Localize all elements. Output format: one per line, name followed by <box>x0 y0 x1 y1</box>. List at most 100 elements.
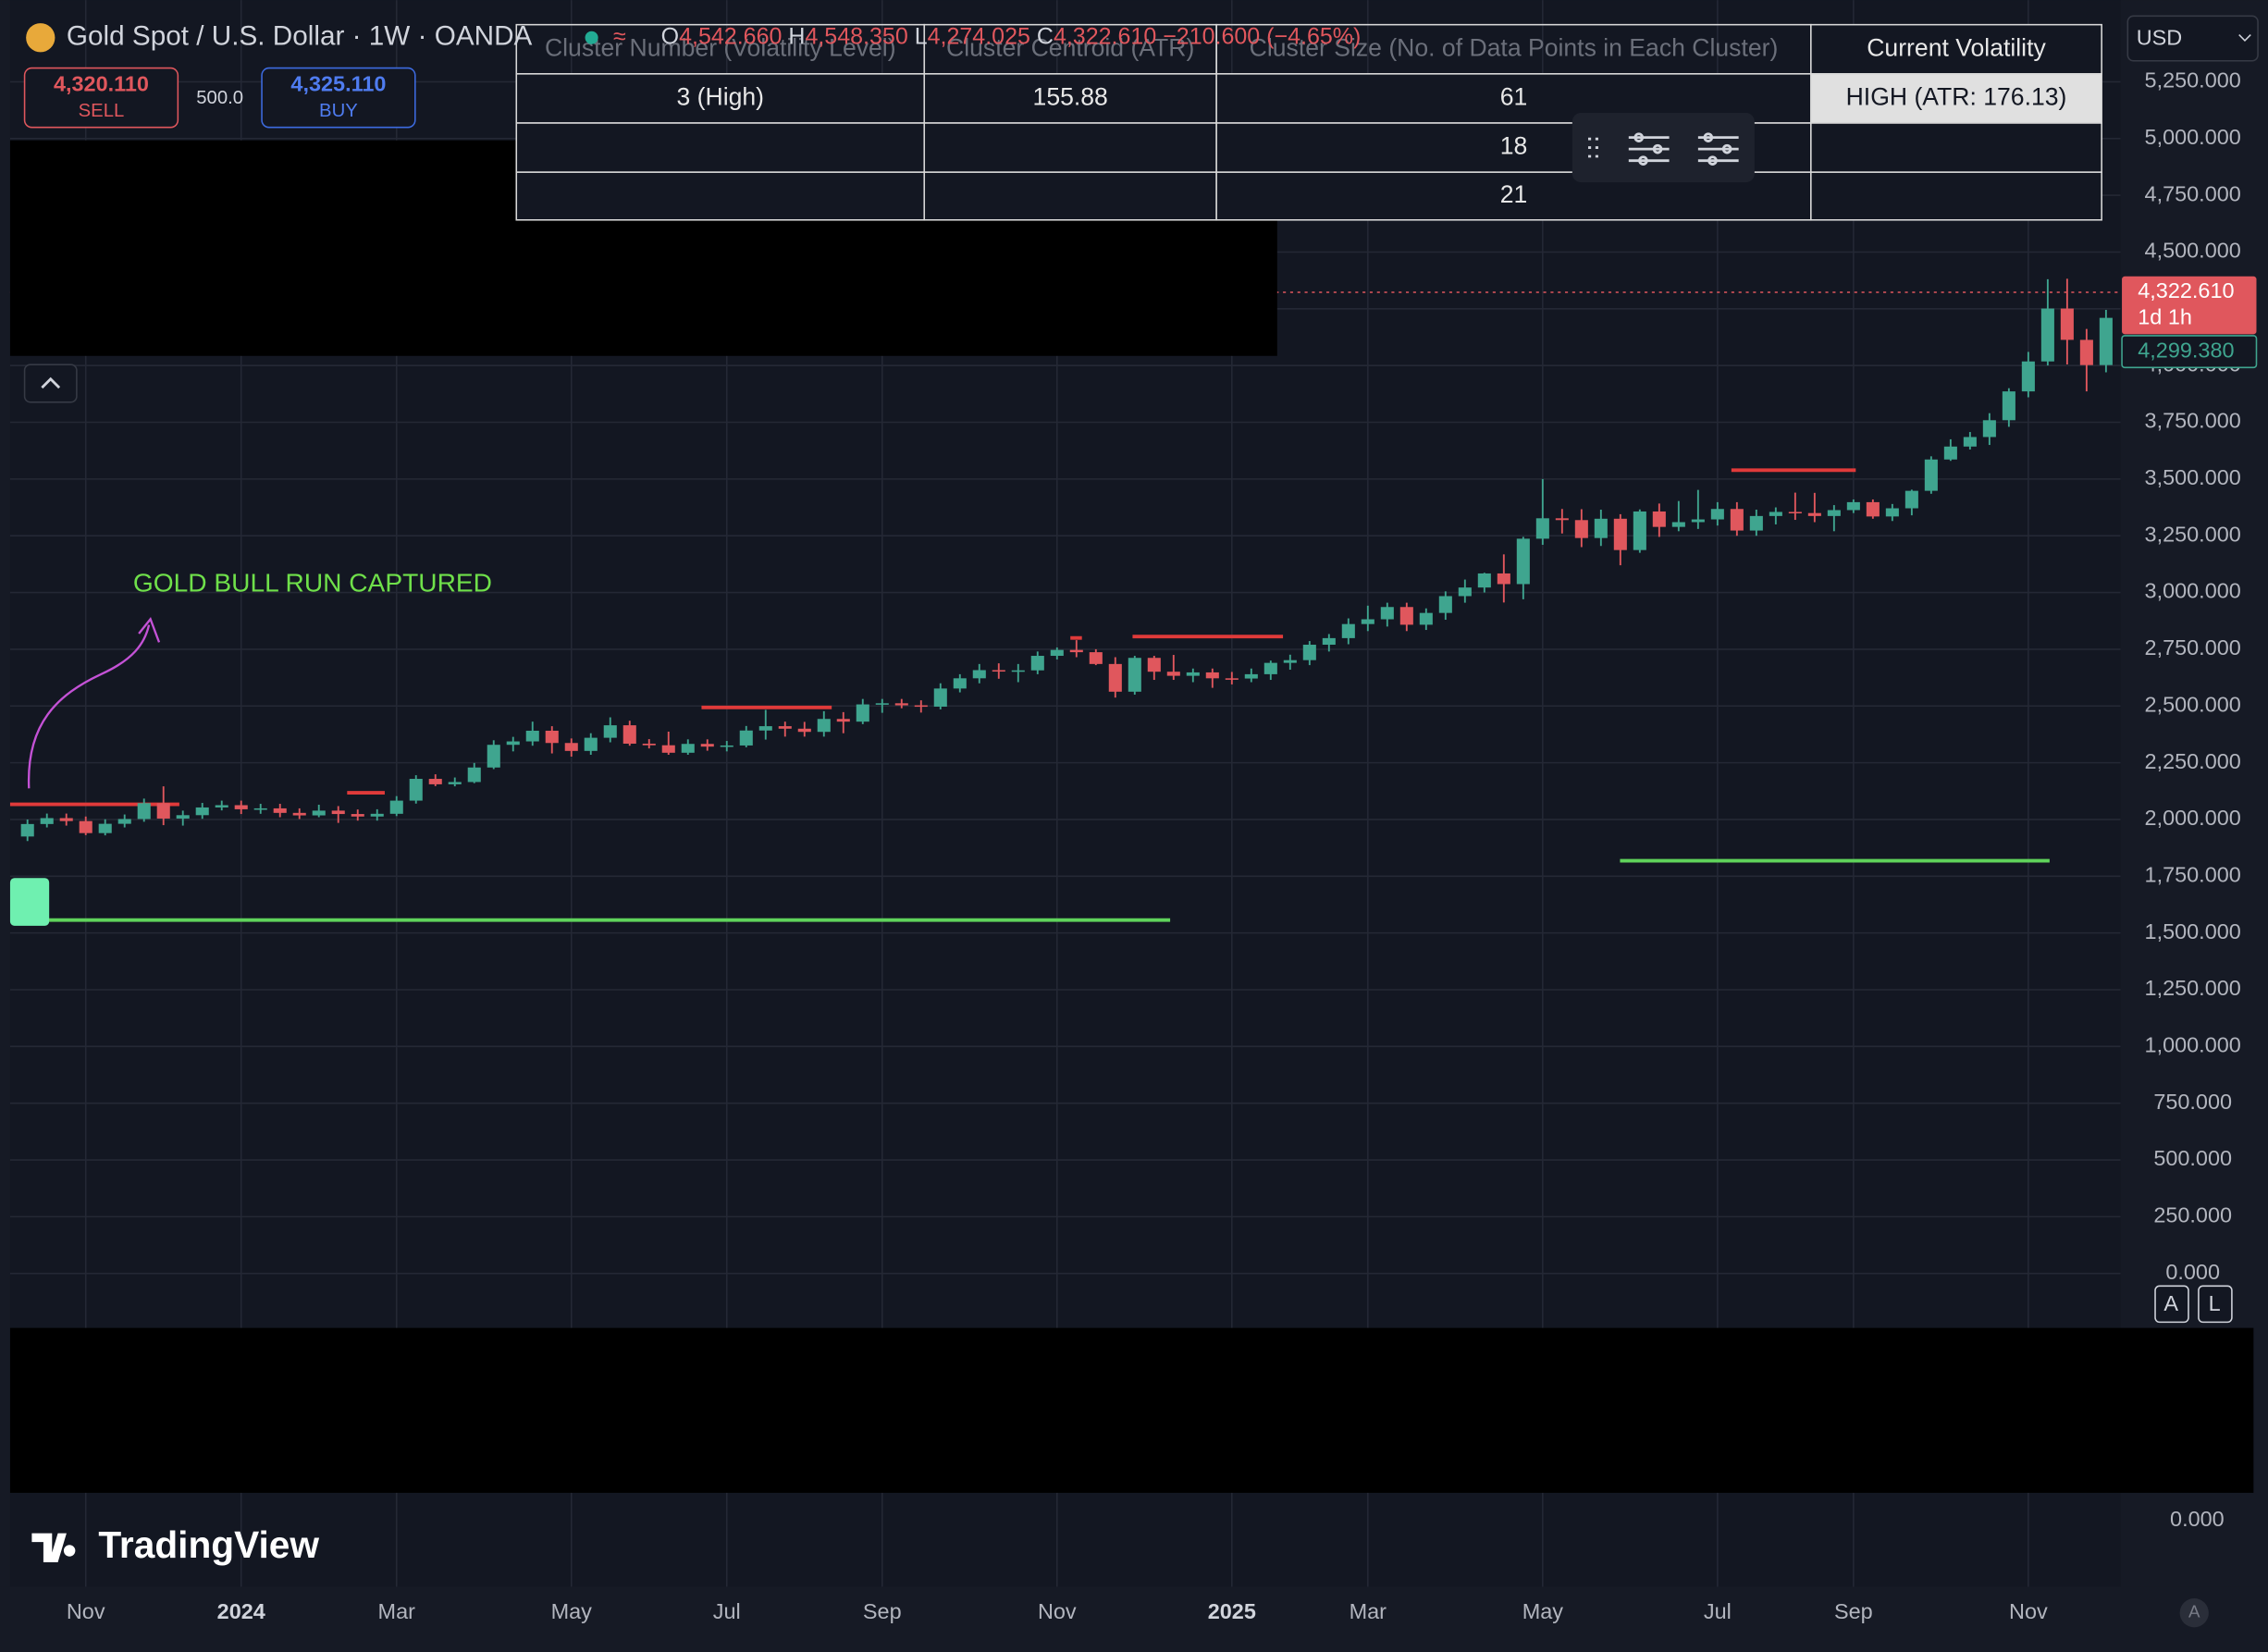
candle-body <box>117 819 131 824</box>
corner: A <box>2188 1602 2200 1621</box>
sell-button[interactable] <box>23 67 179 129</box>
candle-body <box>817 719 831 733</box>
candle-body <box>156 803 170 819</box>
x-tick-label: May <box>551 1599 593 1623</box>
candle-body <box>525 731 539 742</box>
candle-body <box>59 818 73 821</box>
brand-logo <box>31 1533 76 1562</box>
table-cell <box>1810 122 2102 173</box>
x-tick-label: Mar <box>378 1599 416 1623</box>
candle-body <box>894 703 908 706</box>
candle-body <box>1866 501 1880 517</box>
collapse-button[interactable] <box>23 364 78 403</box>
sell-price: 4,320.110 <box>54 72 149 96</box>
table-cell-text: 155.88 <box>1033 82 1108 110</box>
candle-body <box>1574 520 1588 538</box>
y-tick-label: 2,500.000 <box>2145 692 2241 716</box>
currency-select[interactable] <box>2126 15 2259 62</box>
candle-body <box>953 678 967 689</box>
y-tick-label: 5,000.000 <box>2145 125 2241 149</box>
candle-body <box>1283 660 1297 663</box>
candle-body <box>875 703 889 705</box>
countdown: 1d 1h <box>2138 304 2192 328</box>
lower-pane-tick: 0.000 <box>2170 1507 2225 1531</box>
x-tick-label: 2025 <box>1208 1599 1256 1623</box>
candle-body <box>700 744 714 747</box>
ohlc-value: 4,274.025 <box>928 23 1030 49</box>
spread: 500.0 <box>196 88 243 108</box>
y-tick-label: 4,500.000 <box>2145 239 2241 263</box>
candle-body <box>487 745 500 768</box>
x-tick-label: 2024 <box>217 1599 265 1623</box>
candle-body <box>1147 658 1161 672</box>
log-scale-button[interactable] <box>2198 1285 2233 1324</box>
candle-body <box>1963 437 1977 447</box>
y-tick-label: 3,500.000 <box>2145 465 2241 489</box>
table-cell-text: 3 (High) <box>676 82 764 110</box>
buy-price: 4,325.110 <box>290 72 386 96</box>
candle-body <box>331 810 345 815</box>
sell-label: SELL <box>79 101 125 121</box>
log-scale: L <box>2209 1291 2221 1315</box>
y-tick-label: 1,000.000 <box>2145 1033 2241 1057</box>
candle-body <box>1322 637 1336 645</box>
candle-body <box>1691 519 1705 523</box>
table-header: Cluster Centroid (ATR) <box>946 33 1194 61</box>
candle-body <box>1769 512 1782 516</box>
candle-body <box>79 820 92 833</box>
price-label: 4,299.380 <box>2138 338 2234 362</box>
y-tick-label: 0.000 <box>2165 1260 2220 1284</box>
arrow <box>28 617 161 789</box>
corner-button[interactable] <box>2179 1598 2209 1628</box>
candle-body <box>195 807 209 816</box>
candle-body <box>351 814 364 817</box>
table-header: Cluster Number (Volatility Level) <box>545 33 896 61</box>
y-tick-label: 1,750.000 <box>2145 862 2241 886</box>
symbol: Gold Spot / U.S. Dollar · 1W · OANDA <box>67 21 533 52</box>
candle-body <box>914 705 928 708</box>
ohlc-key: L <box>915 23 928 49</box>
table-cell <box>923 171 1217 221</box>
price-box <box>2121 335 2258 369</box>
candle-body <box>1244 673 1258 679</box>
candle-body <box>1128 658 1141 692</box>
candle-body <box>739 730 753 746</box>
auto-scale-button[interactable] <box>2154 1285 2189 1324</box>
candle-body <box>1419 612 1433 625</box>
table-cell <box>1810 171 2102 221</box>
table-cell <box>515 122 926 173</box>
table: Cluster Number (Volatility Level) Cluster… <box>515 23 2102 221</box>
candle-body <box>1555 518 1569 521</box>
candle-body <box>1943 446 1957 460</box>
ohlc-value: 4,542.660 <box>679 23 782 49</box>
candle-body <box>1166 672 1180 676</box>
candle-body <box>467 767 481 783</box>
buy-button[interactable] <box>261 67 416 129</box>
y-tick-label: 2,750.000 <box>2145 635 2241 660</box>
candle-body <box>681 744 695 753</box>
table-cell <box>515 73 926 124</box>
y-tick-label: 3,750.000 <box>2145 409 2241 433</box>
ohlc-change: −210.600 (−4.65%) <box>1163 23 1361 49</box>
candle-body <box>98 823 112 833</box>
candle-body <box>1089 652 1103 664</box>
x-tick-label: Jul <box>1704 1599 1732 1623</box>
candle-body <box>1885 508 1899 517</box>
table-header: Cluster Size (No. of Data Points in Each… <box>1250 33 1779 61</box>
redaction <box>9 1327 2254 1493</box>
candle-body <box>642 743 656 746</box>
table-cell-text: 21 <box>1500 180 1528 208</box>
toolbar[interactable] <box>1572 113 1755 183</box>
ohlc-key: O <box>661 23 679 49</box>
candle-body <box>1613 518 1627 550</box>
table-cell-text: HIGH (ATR: 176.13) <box>1846 82 2067 110</box>
candle-body <box>1011 670 1025 672</box>
candle-body <box>1710 509 1724 520</box>
candle-body <box>253 808 267 810</box>
candle-body <box>1497 573 1510 585</box>
candle-body <box>137 803 151 820</box>
candle-body <box>1050 649 1064 657</box>
candle-body <box>1263 662 1277 674</box>
signal-marker <box>9 878 50 926</box>
y-tick-label: 250.000 <box>2153 1203 2232 1227</box>
